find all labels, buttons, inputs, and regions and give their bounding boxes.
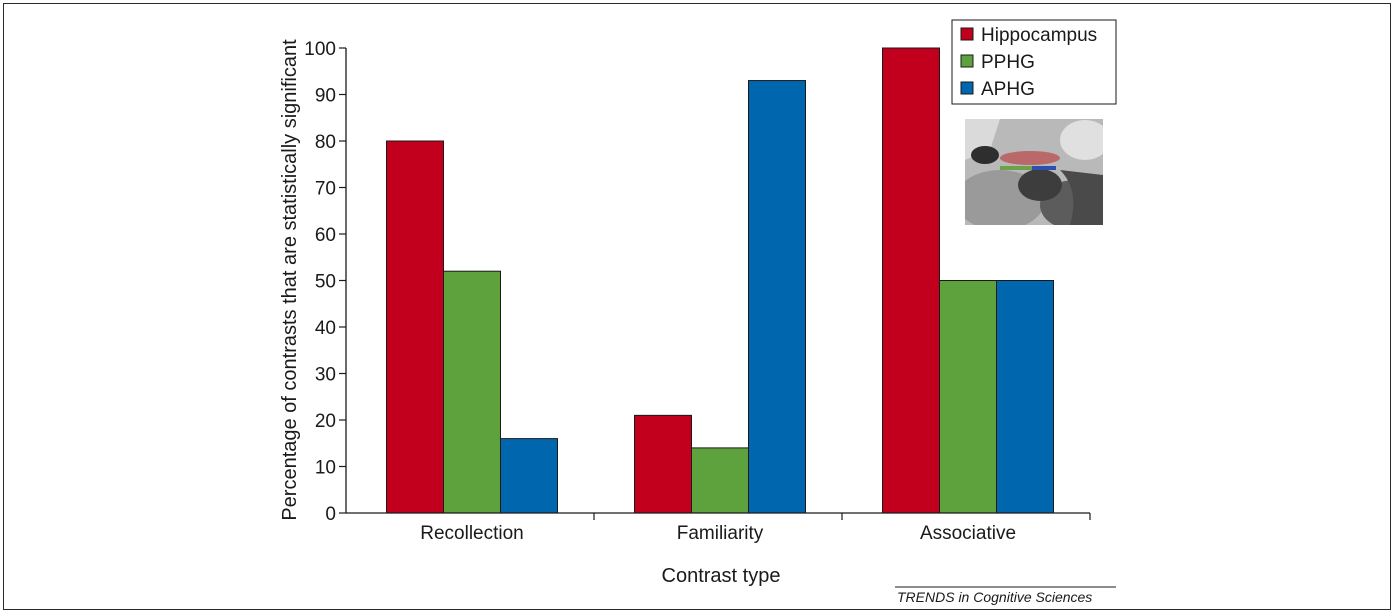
- legend-label: PPHG: [981, 52, 1035, 73]
- legend-label: APHG: [981, 79, 1035, 100]
- y-tick-label: 40: [315, 318, 336, 339]
- bar-pphg-associative: [939, 280, 997, 514]
- y-tick-label: 90: [315, 86, 336, 107]
- y-tick-label: 60: [315, 225, 336, 246]
- credit-text: TRENDS in Cognitive Sciences: [897, 589, 1092, 605]
- bars-group: [386, 47, 1054, 514]
- legend-box: [951, 19, 1117, 105]
- bar-aphg-associative: [996, 280, 1054, 514]
- y-tick-label: 0: [325, 504, 336, 525]
- legend-label: Hippocampus: [981, 25, 1097, 46]
- y-tick-label: 10: [315, 458, 336, 479]
- y-tick-label: 100: [304, 39, 336, 60]
- brain-mri-inset-image: [965, 119, 1103, 225]
- bar-hippocampus-familiarity: [634, 414, 692, 514]
- bar-hippocampus-recollection: [386, 140, 444, 514]
- bar-aphg-recollection: [500, 438, 558, 514]
- y-tick-label: 80: [315, 132, 336, 153]
- x-ticks-group: Recollection Familiarity Associative: [420, 513, 1091, 544]
- y-tick-label: 20: [315, 411, 336, 432]
- legend-swatch: [960, 81, 974, 95]
- x-axis-title: Contrast type: [662, 565, 781, 587]
- y-ticks-group: 0 10 20 30 40 50 60 70 80 90 100: [304, 39, 346, 525]
- legend: Hippocampus PPHG APHG: [960, 25, 1097, 100]
- y-tick-label: 30: [315, 365, 336, 386]
- x-tick-label: Familiarity: [677, 523, 764, 544]
- y-tick-label: 50: [315, 272, 336, 293]
- y-axis-title: Percentage of contrasts that are statist…: [279, 39, 301, 521]
- legend-swatch: [960, 27, 974, 41]
- bar-aphg-familiarity: [748, 80, 806, 514]
- bar-pphg-familiarity: [691, 447, 749, 514]
- y-tick-label: 70: [315, 179, 336, 200]
- legend-swatch: [960, 54, 974, 68]
- x-tick-label: Recollection: [420, 523, 524, 544]
- bar-pphg-recollection: [443, 270, 501, 514]
- bar-hippocampus-associative: [882, 47, 940, 514]
- x-tick-label: Associative: [920, 523, 1016, 544]
